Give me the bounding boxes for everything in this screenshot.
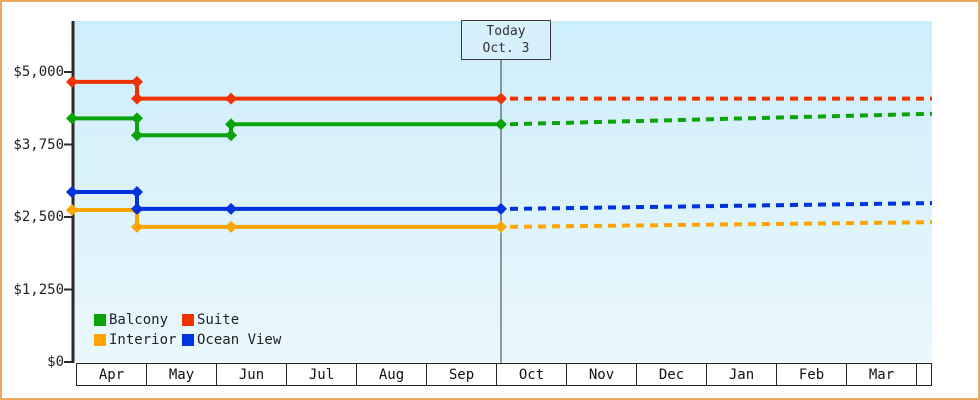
data-point-marker: [66, 186, 78, 199]
suite-swatch-icon: [182, 314, 194, 326]
month-cell: Jul: [287, 364, 357, 385]
price-forecast-line: [509, 111, 933, 127]
month-cell: Sep: [427, 364, 497, 385]
y-axis-label: $3,750: [13, 136, 64, 153]
legend-label: Ocean View: [197, 332, 282, 348]
month-cell: Apr: [77, 364, 147, 385]
data-point-marker: [495, 202, 507, 215]
legend-item-ocean-view: Ocean View: [182, 332, 281, 348]
ocean-view-swatch-icon: [182, 334, 194, 346]
today-date: Oct. 3: [482, 41, 530, 56]
month-cell: Jun: [217, 364, 287, 385]
month-cell: Nov: [567, 364, 637, 385]
data-point-marker: [225, 118, 237, 131]
month-cell-empty: [917, 364, 931, 385]
legend-item-suite: Suite: [182, 312, 281, 328]
month-axis-row: Apr May Jun Jul Aug Sep Oct Nov Dec Jan Feb Mar: [76, 363, 932, 386]
data-point-marker: [495, 220, 507, 233]
data-point-marker: [131, 129, 143, 142]
data-point-marker: [225, 92, 237, 105]
data-point-marker: [495, 118, 507, 131]
chart-legend: Balcony Suite Interior Ocean View: [94, 312, 281, 348]
legend-item-balcony: Balcony: [94, 312, 182, 328]
price-history-line: [72, 116, 501, 138]
month-cell: Dec: [637, 364, 707, 385]
balcony-swatch-icon: [94, 314, 106, 326]
month-cell: Jan: [707, 364, 777, 385]
month-cell: Feb: [777, 364, 847, 385]
data-point-marker: [131, 220, 143, 233]
data-point-marker: [131, 75, 143, 88]
data-point-marker: [495, 92, 507, 105]
data-point-marker: [225, 202, 237, 215]
price-forecast-line: [509, 220, 933, 229]
month-cell: May: [147, 364, 217, 385]
y-axis-label: $1,250: [13, 281, 64, 298]
y-axis-label: $2,500: [13, 209, 64, 225]
y-axis-label: $5,000: [13, 64, 64, 80]
legend-label: Suite: [197, 312, 240, 328]
data-point-marker: [66, 112, 78, 125]
data-point-marker: [131, 112, 143, 125]
price-forecast-line: [509, 201, 933, 211]
data-point-marker: [66, 75, 78, 88]
month-cell: Mar: [847, 364, 917, 385]
legend-label: Balcony: [109, 312, 169, 328]
data-point-marker: [131, 92, 143, 105]
month-cell: Aug: [357, 364, 427, 385]
data-point-marker: [225, 129, 237, 142]
legend-item-interior: Interior: [94, 332, 182, 348]
data-point-marker: [225, 220, 237, 233]
month-cell: Oct: [497, 364, 567, 385]
data-point-marker: [66, 204, 78, 217]
today-label: Today: [486, 24, 526, 39]
data-point-marker: [131, 186, 143, 199]
interior-swatch-icon: [94, 334, 106, 346]
y-axis-label: $0: [47, 354, 64, 370]
legend-label: Interior: [109, 332, 177, 348]
plot-area: [74, 21, 932, 362]
today-annotation-box: Today Oct. 3: [461, 20, 551, 60]
data-point-marker: [131, 202, 143, 215]
